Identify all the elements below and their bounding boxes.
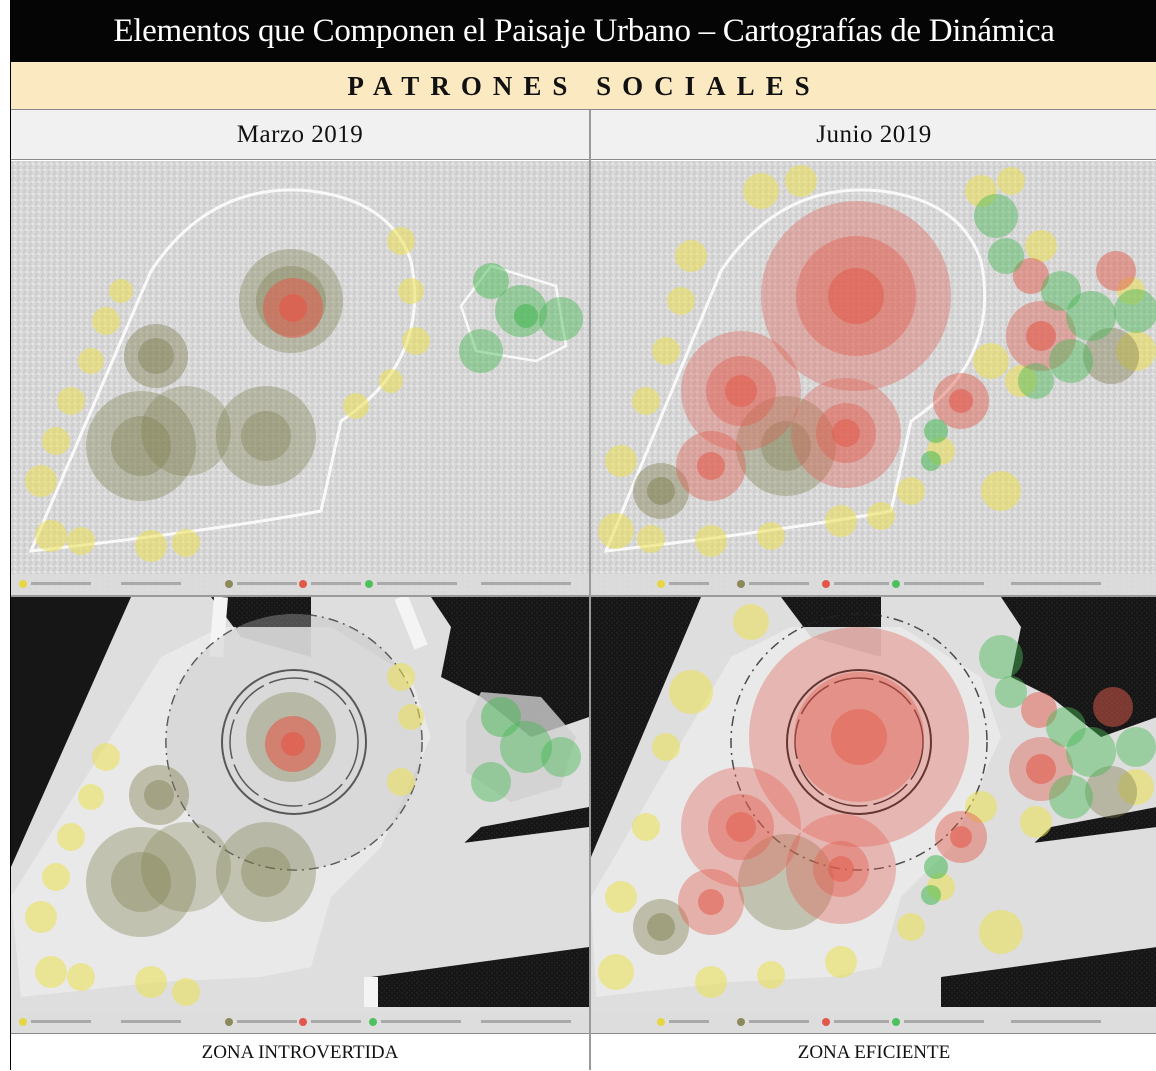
map-legend [591,574,1156,595]
map-background [11,161,589,595]
map-legend [11,1012,589,1033]
map-panel-june-plan [591,597,1156,1033]
map-panel-march-plan [11,597,589,1033]
column-header-march: Marzo 2019 [11,110,589,160]
map-legend [11,574,589,595]
map-panel-march-activity [11,161,589,595]
map-panel-june-activity [591,161,1156,595]
figure-title: Elementos que Componen el Paisaje Urbano… [11,0,1156,62]
map-legend [591,1012,1156,1033]
column-header-june: Junio 2019 [591,110,1156,160]
red-markers [263,278,323,338]
zone-label-introverted: ZONA INTROVERTIDA [11,1033,589,1070]
red-markers [265,716,321,772]
figure-frame: Elementos que Componen el Paisaje Urbano… [10,0,1156,1070]
zone-label-efficient: ZONA EFICIENTE [591,1033,1156,1070]
figure-subtitle: PATRONES SOCIALES [11,62,1156,110]
